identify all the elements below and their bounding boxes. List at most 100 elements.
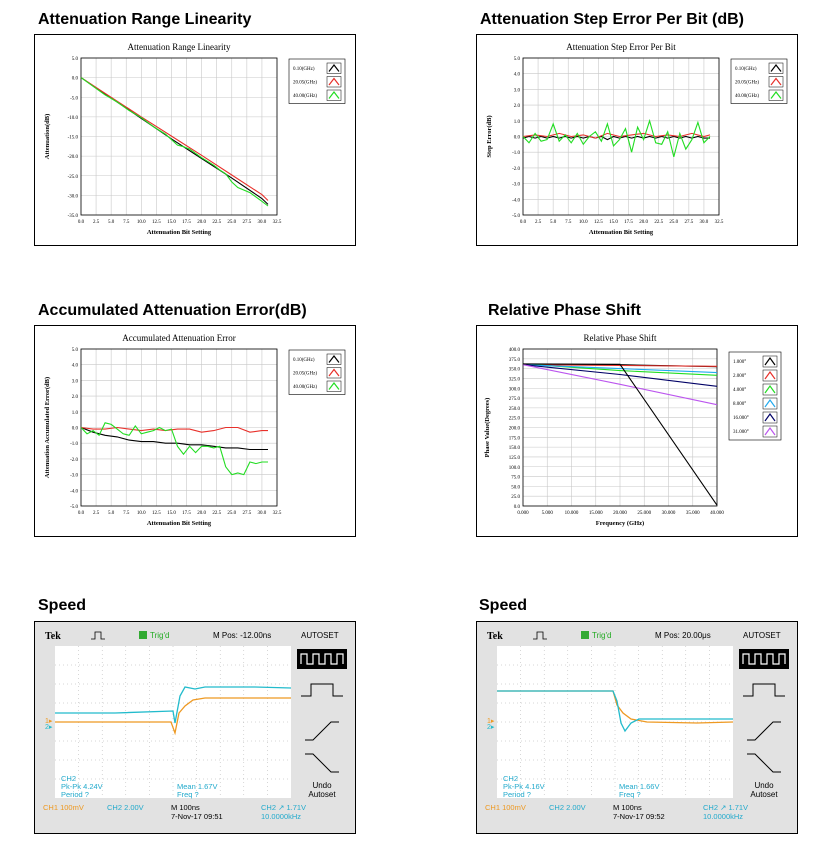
legend-label: 40.00(GHz) — [735, 94, 759, 99]
chart-title: Attenuation Step Error Per Bit — [566, 42, 676, 52]
scope2-frame: Tek Trig'd M Pos: 20.00μs AUTOSET 1▸ 2▸ CH2 Pk-… — [476, 621, 798, 834]
y-tick-label: -10.0 — [68, 116, 79, 121]
y-tick-label: -30.0 — [68, 194, 79, 199]
legend-swatch — [326, 76, 342, 88]
legend-swatch — [326, 367, 342, 379]
y-tick-label: -25.0 — [68, 175, 79, 180]
undo-autoset-label[interactable]: Autoset — [750, 790, 778, 799]
legend-swatch — [326, 89, 342, 101]
legend: 0.10(GHz) 20.05(GHz) 40.00(GHz) — [730, 58, 788, 104]
legend-swatch — [326, 62, 342, 74]
x-tick-label: 27.5 — [242, 511, 251, 516]
legend-label: 4.000° — [733, 388, 746, 393]
x-tick-label: 12.5 — [152, 511, 161, 516]
freq-value: Freq ? — [177, 790, 199, 799]
series-line-4 — [522, 364, 718, 374]
legend-marker — [328, 368, 340, 377]
x-tick-label: 15.0 — [609, 220, 618, 225]
ch1-marker: 1▸ — [45, 718, 53, 725]
autoset-square-wave-button[interactable] — [297, 649, 347, 669]
y-tick-label: 1.0 — [514, 120, 521, 125]
y-tick-label: 325.0 — [509, 377, 521, 382]
y-tick-label: 175.0 — [509, 436, 521, 441]
x-tick-label: 2.5 — [93, 511, 100, 516]
legend-label: 40.00(GHz) — [293, 385, 317, 390]
undo-autoset-label[interactable]: Autoset — [308, 790, 336, 799]
x-tick-label: 30.0 — [258, 511, 267, 516]
legend-swatch — [768, 89, 784, 101]
legend-marker — [764, 426, 776, 436]
rising-edge-button[interactable] — [305, 721, 339, 741]
ch2-measure-label: CH2 — [61, 774, 76, 783]
x-tick-label: 0.0 — [520, 220, 527, 225]
legend-marker — [764, 356, 776, 366]
y-tick-label: 3.0 — [72, 379, 79, 384]
x-tick-label: 5.0 — [550, 220, 557, 225]
autoset-label[interactable]: AUTOSET — [743, 631, 781, 640]
legend-swatch — [762, 425, 778, 438]
x-tick-label: 27.5 — [242, 220, 251, 225]
legend-swatch — [768, 76, 784, 88]
scope1-frame: Tek Trig'd M Pos: -12.00ns AUTOSET 1▸ 2▸ CH2 Pk… — [34, 621, 356, 834]
ch2-trigger: CH2 ↗ 1.71V — [703, 803, 748, 812]
grid — [80, 348, 278, 507]
ch2-marker: 2▸ — [45, 724, 53, 731]
falling-edge-button[interactable] — [305, 753, 339, 773]
single-pulse-button[interactable] — [743, 683, 785, 697]
trigger-frequency: 10.0000kHz — [703, 812, 743, 821]
y-axis-label: Phase Value(Degrees) — [484, 398, 491, 458]
legend-swatch — [762, 355, 778, 368]
x-tick-label: 7.5 — [123, 220, 130, 225]
legend-marker — [764, 370, 776, 380]
x-tick-label: 25.0 — [227, 511, 236, 516]
legend-marker — [328, 382, 340, 390]
y-tick-label: 400.0 — [509, 348, 521, 353]
falling-edge-button[interactable] — [747, 753, 781, 773]
chart-title: Relative Phase Shift — [584, 333, 657, 343]
legend-marker — [770, 91, 782, 99]
y-tick-label: 5.0 — [72, 348, 79, 353]
legend-marker — [328, 64, 340, 72]
legend: 0.10(GHz) 20.05(GHz) 40.00(GHz) — [288, 58, 346, 104]
y-tick-label: 125.0 — [509, 456, 521, 461]
chart2-heading: Attenuation Step Error Per Bit (dB) — [480, 11, 745, 28]
timestamp: 7-Nov-17 09:52 — [613, 812, 665, 821]
time-base: M 100ns — [171, 803, 200, 812]
y-tick-label: 75.0 — [511, 476, 520, 481]
autoset-label[interactable]: AUTOSET — [301, 631, 339, 640]
y-tick-label: 25.0 — [511, 495, 520, 500]
y-tick-label: 50.0 — [511, 485, 520, 490]
series-line-7 — [522, 363, 718, 506]
ch1-marker: 1▸ — [487, 718, 495, 725]
trigger-icon — [581, 631, 589, 639]
undo-label[interactable]: Undo — [312, 781, 332, 790]
freq-value: Freq ? — [619, 790, 641, 799]
legend-label: 2.000° — [733, 374, 746, 379]
x-tick-label: 22.5 — [212, 220, 221, 225]
undo-label[interactable]: Undo — [754, 781, 774, 790]
x-tick-label: 2.5 — [93, 220, 100, 225]
chart3-heading: Accumulated Attenuation Error(dB) — [38, 302, 307, 319]
legend-label: 20.05(GHz) — [293, 81, 317, 86]
rising-edge-button[interactable] — [747, 721, 781, 741]
single-pulse-button[interactable] — [301, 683, 343, 697]
series-line-5 — [522, 364, 718, 387]
autoset-square-wave-button[interactable] — [739, 649, 789, 669]
x-tick-label: 30.0 — [258, 220, 267, 225]
ch2-trace — [55, 686, 292, 724]
y-tick-label: 5.0 — [514, 57, 521, 62]
y-tick-label: 4.0 — [72, 364, 79, 369]
x-tick-label: 22.5 — [654, 220, 663, 225]
x-tick-label: 32.5 — [273, 220, 282, 225]
x-tick-label: 12.5 — [152, 220, 161, 225]
y-axis-label: Step Error(dB) — [486, 115, 493, 157]
x-tick-label: 17.5 — [182, 220, 191, 225]
chart4-frame: Relative Phase Shift 0.000 5.000 10.000 15.0… — [476, 325, 798, 537]
chart4-heading: Relative Phase Shift — [488, 302, 641, 319]
y-tick-label: 225.0 — [509, 417, 521, 422]
trigger-icon — [139, 631, 147, 639]
y-tick-label: 0.0 — [514, 136, 521, 141]
y-tick-label: 200.0 — [509, 427, 521, 432]
chart3-frame: Accumulated Attenuation Error 0.0 2.5 5.0 7.… — [34, 325, 356, 537]
y-tick-label: -5.0 — [70, 96, 78, 101]
